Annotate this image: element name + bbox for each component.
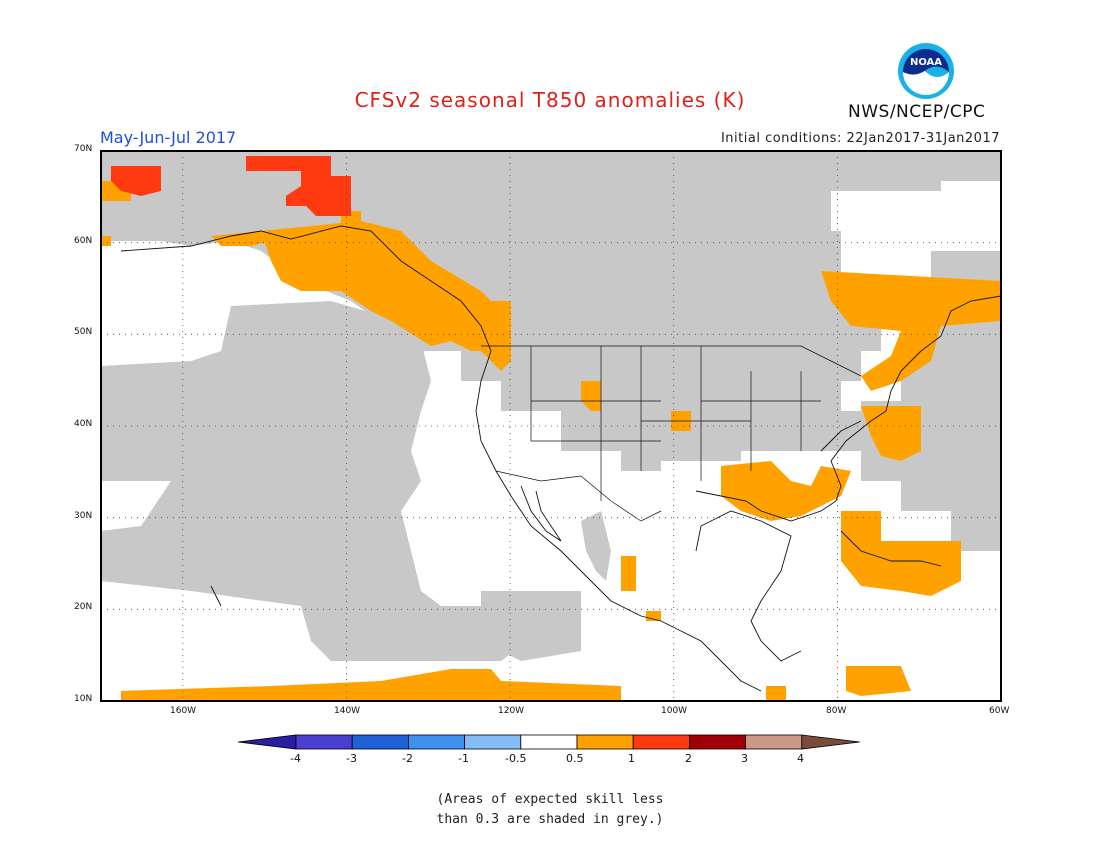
colorbar-arrow-right — [801, 734, 860, 750]
agency-label: NWS/NCEP/CPC — [848, 102, 986, 122]
colorbar-label: -4 — [290, 752, 301, 765]
colorbar-cell — [464, 734, 522, 750]
season-label: May-Jun-Jul 2017 — [100, 128, 237, 147]
lat-label: 60N — [74, 236, 93, 246]
colorbar-label: 3 — [741, 752, 748, 765]
colorbar-arrow-left — [238, 734, 297, 750]
lon-label: 60W — [989, 706, 1010, 716]
skill-note: (Areas of expected skill less than 0.3 a… — [0, 790, 1100, 830]
skill-note-line: (Areas of expected skill less — [436, 792, 664, 807]
colorbar-label: 0.5 — [566, 752, 584, 765]
colorbar-label: 2 — [685, 752, 692, 765]
colorbar-label: -0.5 — [505, 752, 527, 765]
colorbar-cell — [351, 734, 409, 750]
initial-conditions-label: Initial conditions: 22Jan2017-31Jan2017 — [720, 131, 1000, 146]
gridlines — [101, 151, 1001, 701]
colorbar-cell — [632, 734, 690, 750]
warm-anomaly-regions — [101, 181, 1001, 701]
colorbar-label: 4 — [797, 752, 804, 765]
noaa-logo: NOAA — [898, 43, 954, 99]
colorbar — [238, 734, 860, 750]
political-borders — [481, 345, 862, 522]
colorbar-cell — [745, 734, 803, 750]
lon-label: 100W — [661, 706, 688, 716]
map-frame — [100, 150, 1002, 702]
coastlines — [120, 225, 1002, 692]
skill-note-line: than 0.3 are shaded in grey.) — [436, 812, 664, 827]
lat-label: 50N — [74, 327, 93, 337]
colorbar-cell — [295, 734, 353, 750]
lat-label: 20N — [74, 602, 93, 612]
lon-label: 120W — [498, 706, 525, 716]
logo-text: NOAA — [910, 57, 942, 68]
lat-label: 40N — [74, 419, 93, 429]
colorbar-cell — [576, 734, 634, 750]
lat-label: 70N — [74, 144, 93, 154]
anomaly-map — [100, 150, 1002, 702]
colorbar-cell — [407, 734, 465, 750]
colorbar-label: -3 — [346, 752, 357, 765]
colorbar-label: 1 — [628, 752, 635, 765]
lat-label: 30N — [74, 511, 93, 521]
colorbar-label: -1 — [458, 752, 469, 765]
lon-label: 80W — [826, 706, 847, 716]
map-title: CFSv2 seasonal T850 anomalies (K) — [354, 88, 746, 112]
colorbar-cell — [520, 734, 578, 750]
lon-label: 140W — [334, 706, 361, 716]
lat-label: 10N — [74, 694, 93, 704]
strong-warm-anomaly-regions — [111, 156, 351, 216]
colorbar-label: -2 — [402, 752, 413, 765]
colorbar-cell — [688, 734, 746, 750]
lon-label: 160W — [170, 706, 197, 716]
